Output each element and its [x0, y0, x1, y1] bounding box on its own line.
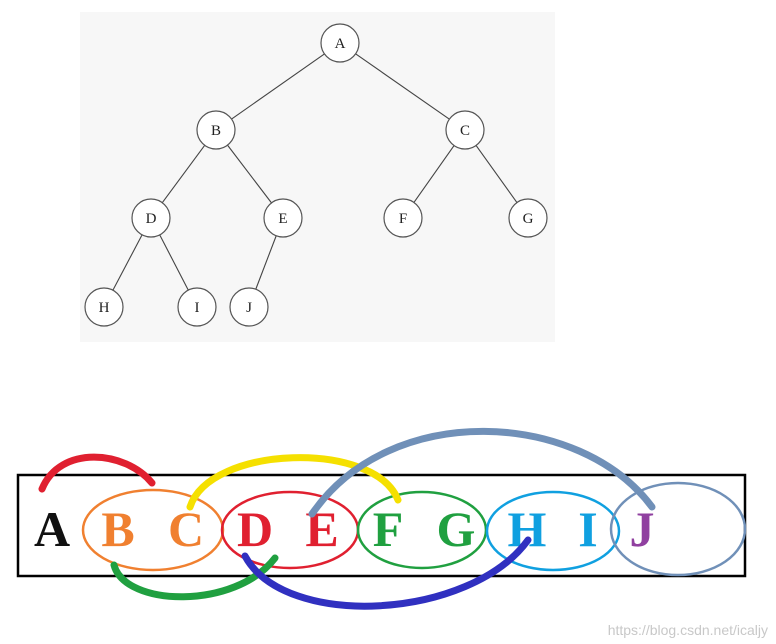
- tree-node-circle: [263, 198, 303, 238]
- tree-node-label: F: [399, 211, 407, 227]
- array-cell-f: F: [373, 501, 404, 557]
- tree-node-i: I: [177, 287, 217, 327]
- tree-edge-d-i: [159, 234, 189, 291]
- tree-edge-a-c: [355, 53, 450, 120]
- tree-edge-e-j: [255, 235, 277, 290]
- tree-node-circle: [445, 110, 485, 150]
- tree-node-label: H: [99, 300, 110, 316]
- tree-node-h: H: [84, 287, 124, 327]
- tree-node-e: E: [263, 198, 303, 238]
- arc-d-to-h: [241, 536, 532, 610]
- tree-edges: [112, 53, 518, 291]
- tree-node-circle: [383, 198, 423, 238]
- array-cell-j: J: [630, 501, 655, 557]
- watermark: https://blog.csdn.net/icaljy: [607, 622, 768, 638]
- arc-e-to-j: [308, 427, 656, 518]
- sibling-ellipse-children-of-E: [609, 481, 747, 577]
- tree-node-f: F: [383, 198, 423, 238]
- tree-node-label: G: [523, 211, 534, 227]
- tree-node-circle: [84, 287, 124, 327]
- array-cell-i: I: [578, 501, 597, 557]
- array-cell-e: E: [305, 501, 338, 557]
- tree-edge-c-f: [413, 145, 455, 203]
- array-cell-g: G: [437, 501, 476, 557]
- parent-child-arcs: [38, 427, 656, 610]
- tree-node-circle: [320, 23, 360, 63]
- arc-a-to-b: [38, 453, 156, 493]
- array-cell-c: C: [168, 501, 204, 557]
- tree-node-circle: [229, 287, 269, 327]
- tree-node-label: D: [146, 211, 157, 227]
- tree-edge-b-d: [161, 144, 206, 204]
- tree-edge-c-g: [475, 145, 518, 203]
- tree-node-b: B: [196, 110, 236, 150]
- tree-node-c: C: [445, 110, 485, 150]
- tree-node-g: G: [508, 198, 548, 238]
- tree-node-a: A: [320, 23, 360, 63]
- tree-nodes: A B C D E F G H I J: [84, 23, 548, 327]
- tree-edge-b-e: [227, 144, 272, 204]
- tree-node-circle: [508, 198, 548, 238]
- tree-node-label: B: [211, 123, 221, 139]
- tree-node-circle: [131, 198, 171, 238]
- tree-node-circle: [177, 287, 217, 327]
- tree-node-circle: [196, 110, 236, 150]
- tree-node-label: C: [460, 123, 470, 139]
- tree-node-label: J: [246, 300, 252, 316]
- array-cell-a: A: [34, 501, 70, 557]
- tree-node-d: D: [131, 198, 171, 238]
- tree-node-label: A: [335, 36, 346, 52]
- tree-edge-d-h: [112, 234, 143, 291]
- sibling-group-ellipses: [81, 481, 747, 577]
- tree-edge-a-b: [231, 53, 325, 120]
- tree-background: [80, 12, 555, 342]
- sibling-ellipse-children-of-D: [485, 490, 621, 572]
- array-cell-b: B: [101, 501, 134, 557]
- tree-node-j: J: [229, 287, 269, 327]
- array-cell-d: D: [237, 501, 273, 557]
- array-cell-h: H: [508, 501, 547, 557]
- arc-c-to-f: [186, 454, 402, 511]
- tree-node-label: E: [278, 211, 287, 227]
- tree-node-label: I: [195, 300, 200, 316]
